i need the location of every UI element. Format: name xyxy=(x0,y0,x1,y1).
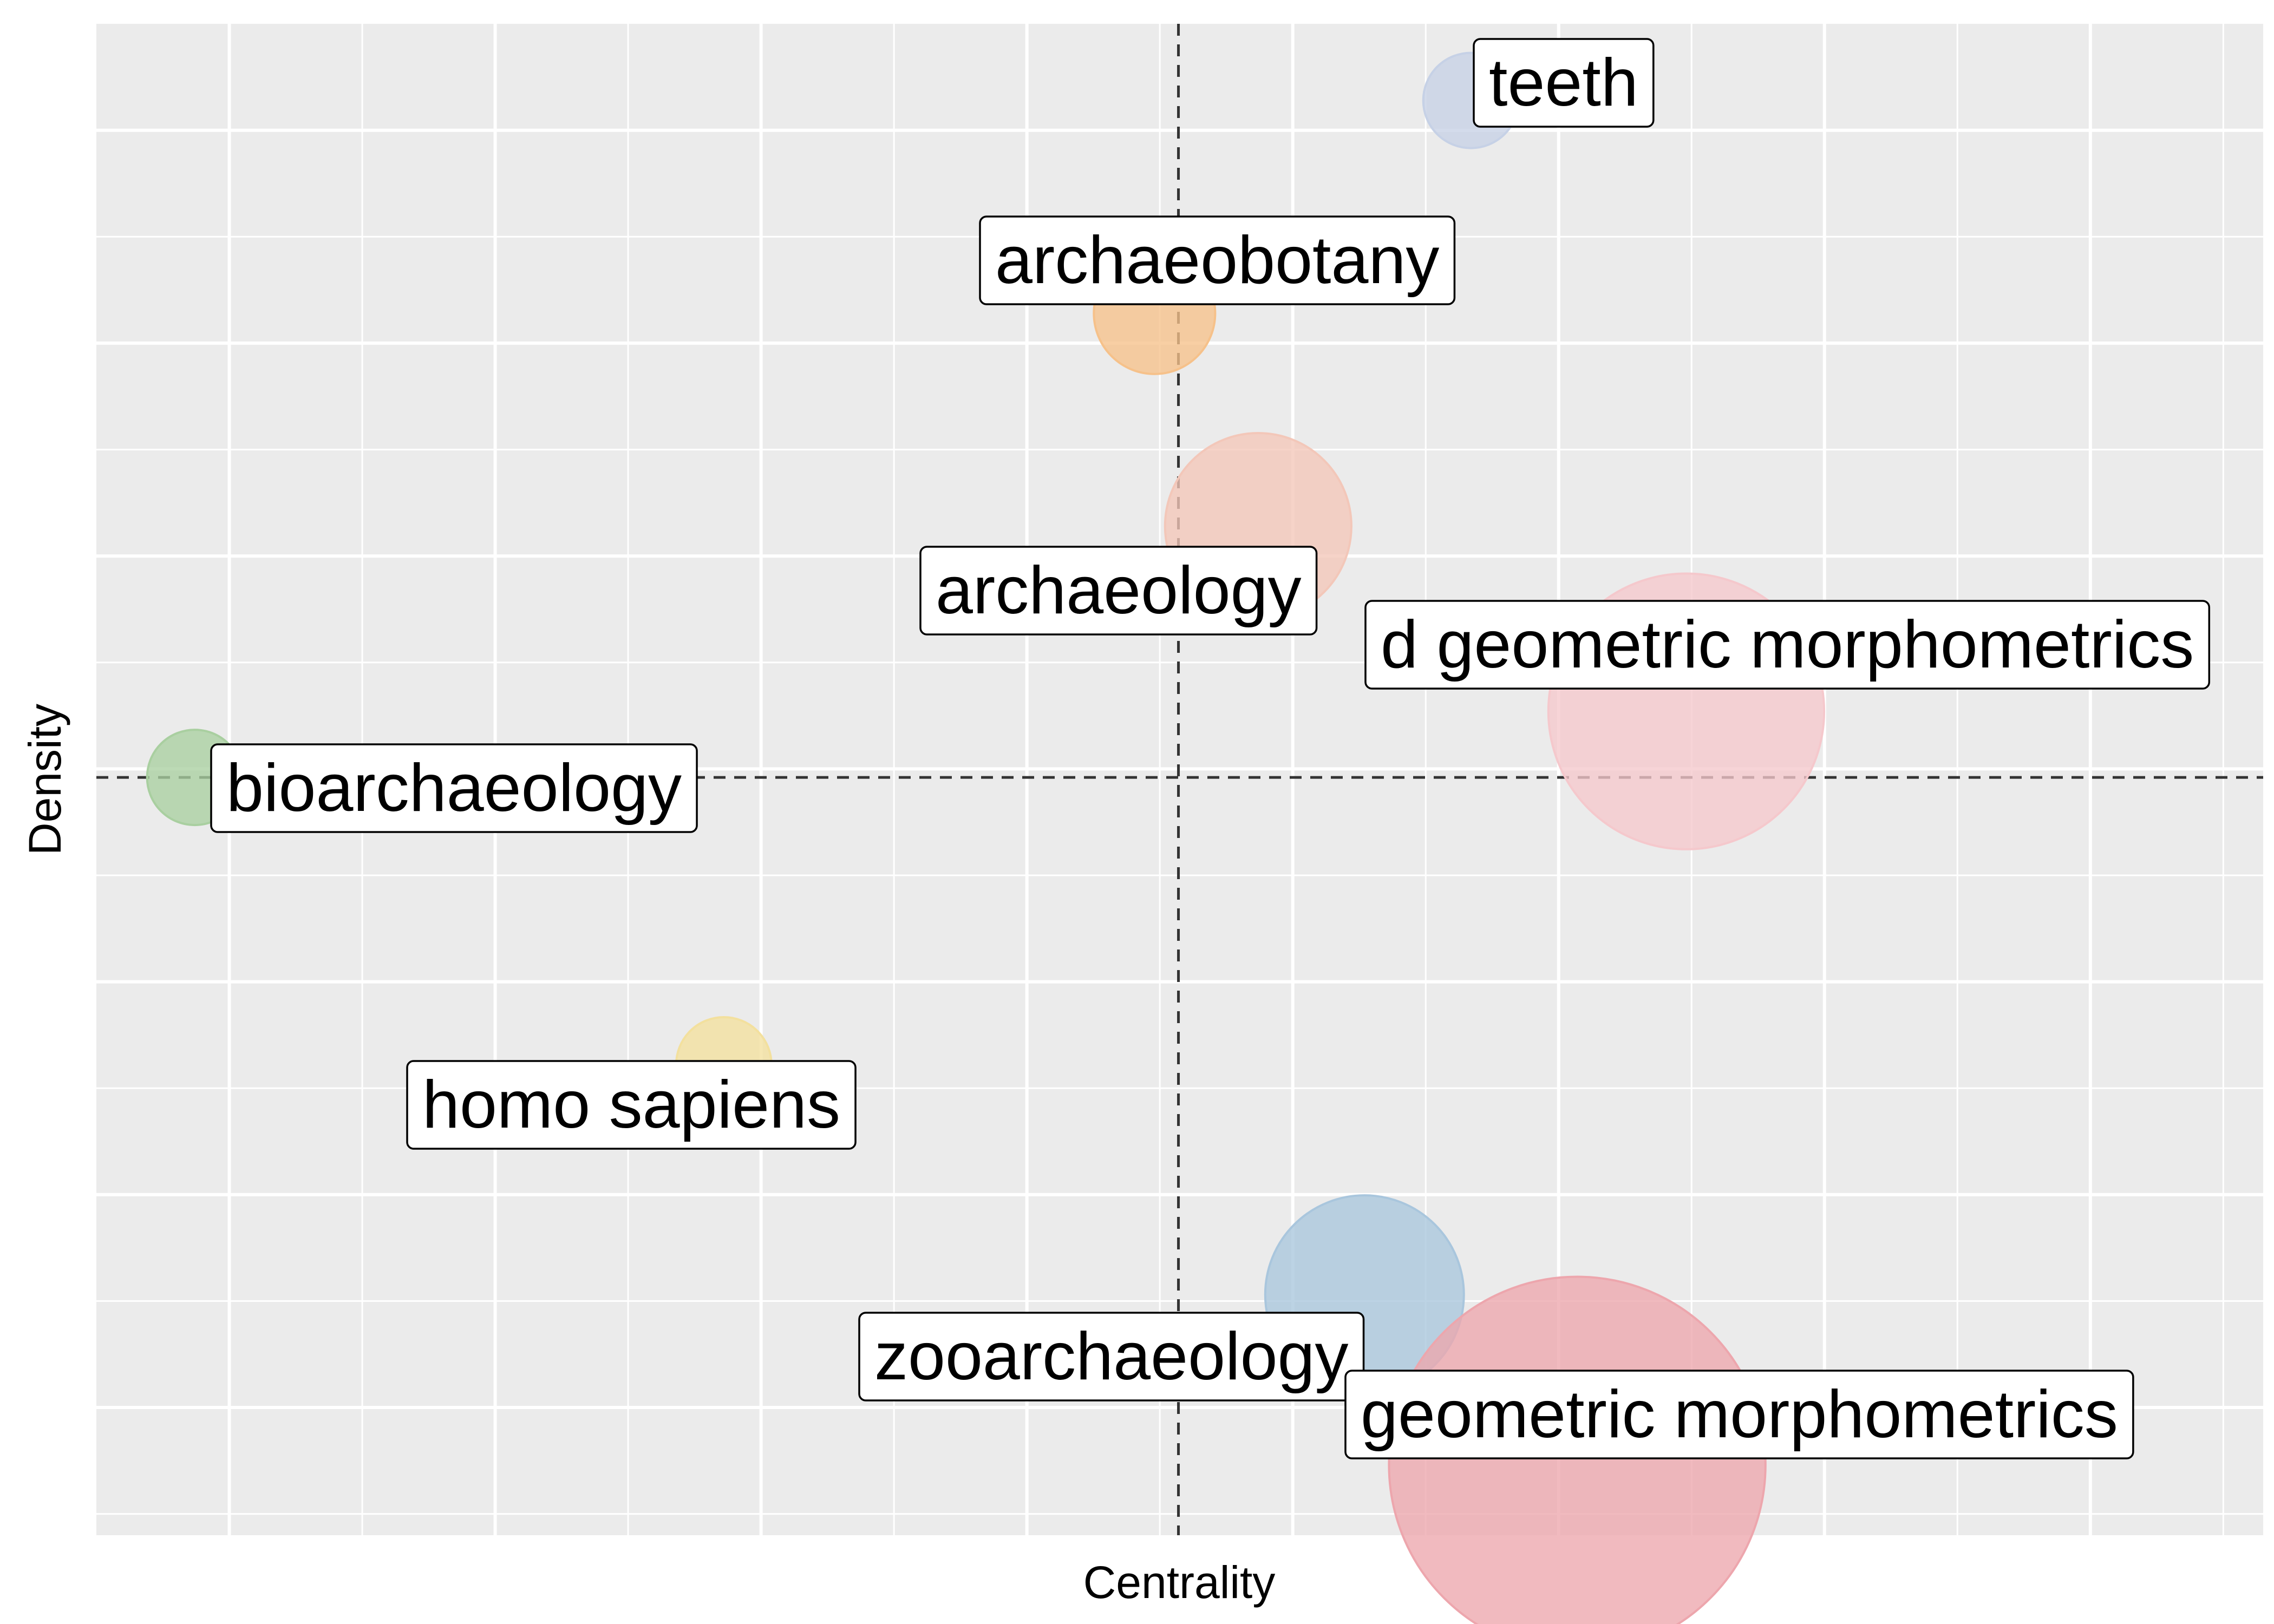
label-text-archaeology: archaeology xyxy=(936,553,1302,628)
label-box-d-geometric-morphometrics xyxy=(1364,600,2211,690)
label-box-archaeobotany xyxy=(979,215,1456,305)
x-axis-title: Centrality xyxy=(1083,1557,1276,1608)
label-text-teeth: teeth xyxy=(1489,45,1638,120)
label-text-homo-sapiens: homo sapiens xyxy=(422,1068,840,1142)
bubble-labels: teeth archaeobotany archaeology d geometric… xyxy=(210,38,2211,1459)
label-text-geometric-morphometrics: geometric morphometrics xyxy=(1361,1377,2118,1452)
label-text-bioarchaeology: bioarchaeology xyxy=(226,751,682,826)
label-d-geometric-morphometrics: d geometric morphometrics xyxy=(1364,600,2211,690)
label-archaeology: archaeology xyxy=(919,546,1318,636)
label-box-zooarchaeology xyxy=(858,1312,1365,1402)
label-archaeobotany: archaeobotany xyxy=(979,215,1456,305)
label-geometric-morphometrics: geometric morphometrics xyxy=(1344,1370,2134,1459)
label-box-bioarchaeology xyxy=(210,743,698,833)
label-bioarchaeology: bioarchaeology xyxy=(210,743,698,833)
label-box-teeth xyxy=(1473,38,1655,128)
label-zooarchaeology: zooarchaeology xyxy=(858,1312,1365,1402)
label-text-archaeobotany: archaeobotany xyxy=(995,223,1439,298)
label-text-zooarchaeology: zooarchaeology xyxy=(874,1319,1349,1394)
label-text-d-geometric-morphometrics: d geometric morphometrics xyxy=(1381,607,2194,682)
label-box-archaeology xyxy=(919,546,1318,636)
label-teeth: teeth xyxy=(1473,38,1655,128)
label-homo-sapiens: homo sapiens xyxy=(406,1060,857,1150)
y-axis-title: Density xyxy=(19,704,70,855)
label-box-geometric-morphometrics xyxy=(1344,1370,2134,1459)
label-box-homo-sapiens xyxy=(406,1060,857,1150)
